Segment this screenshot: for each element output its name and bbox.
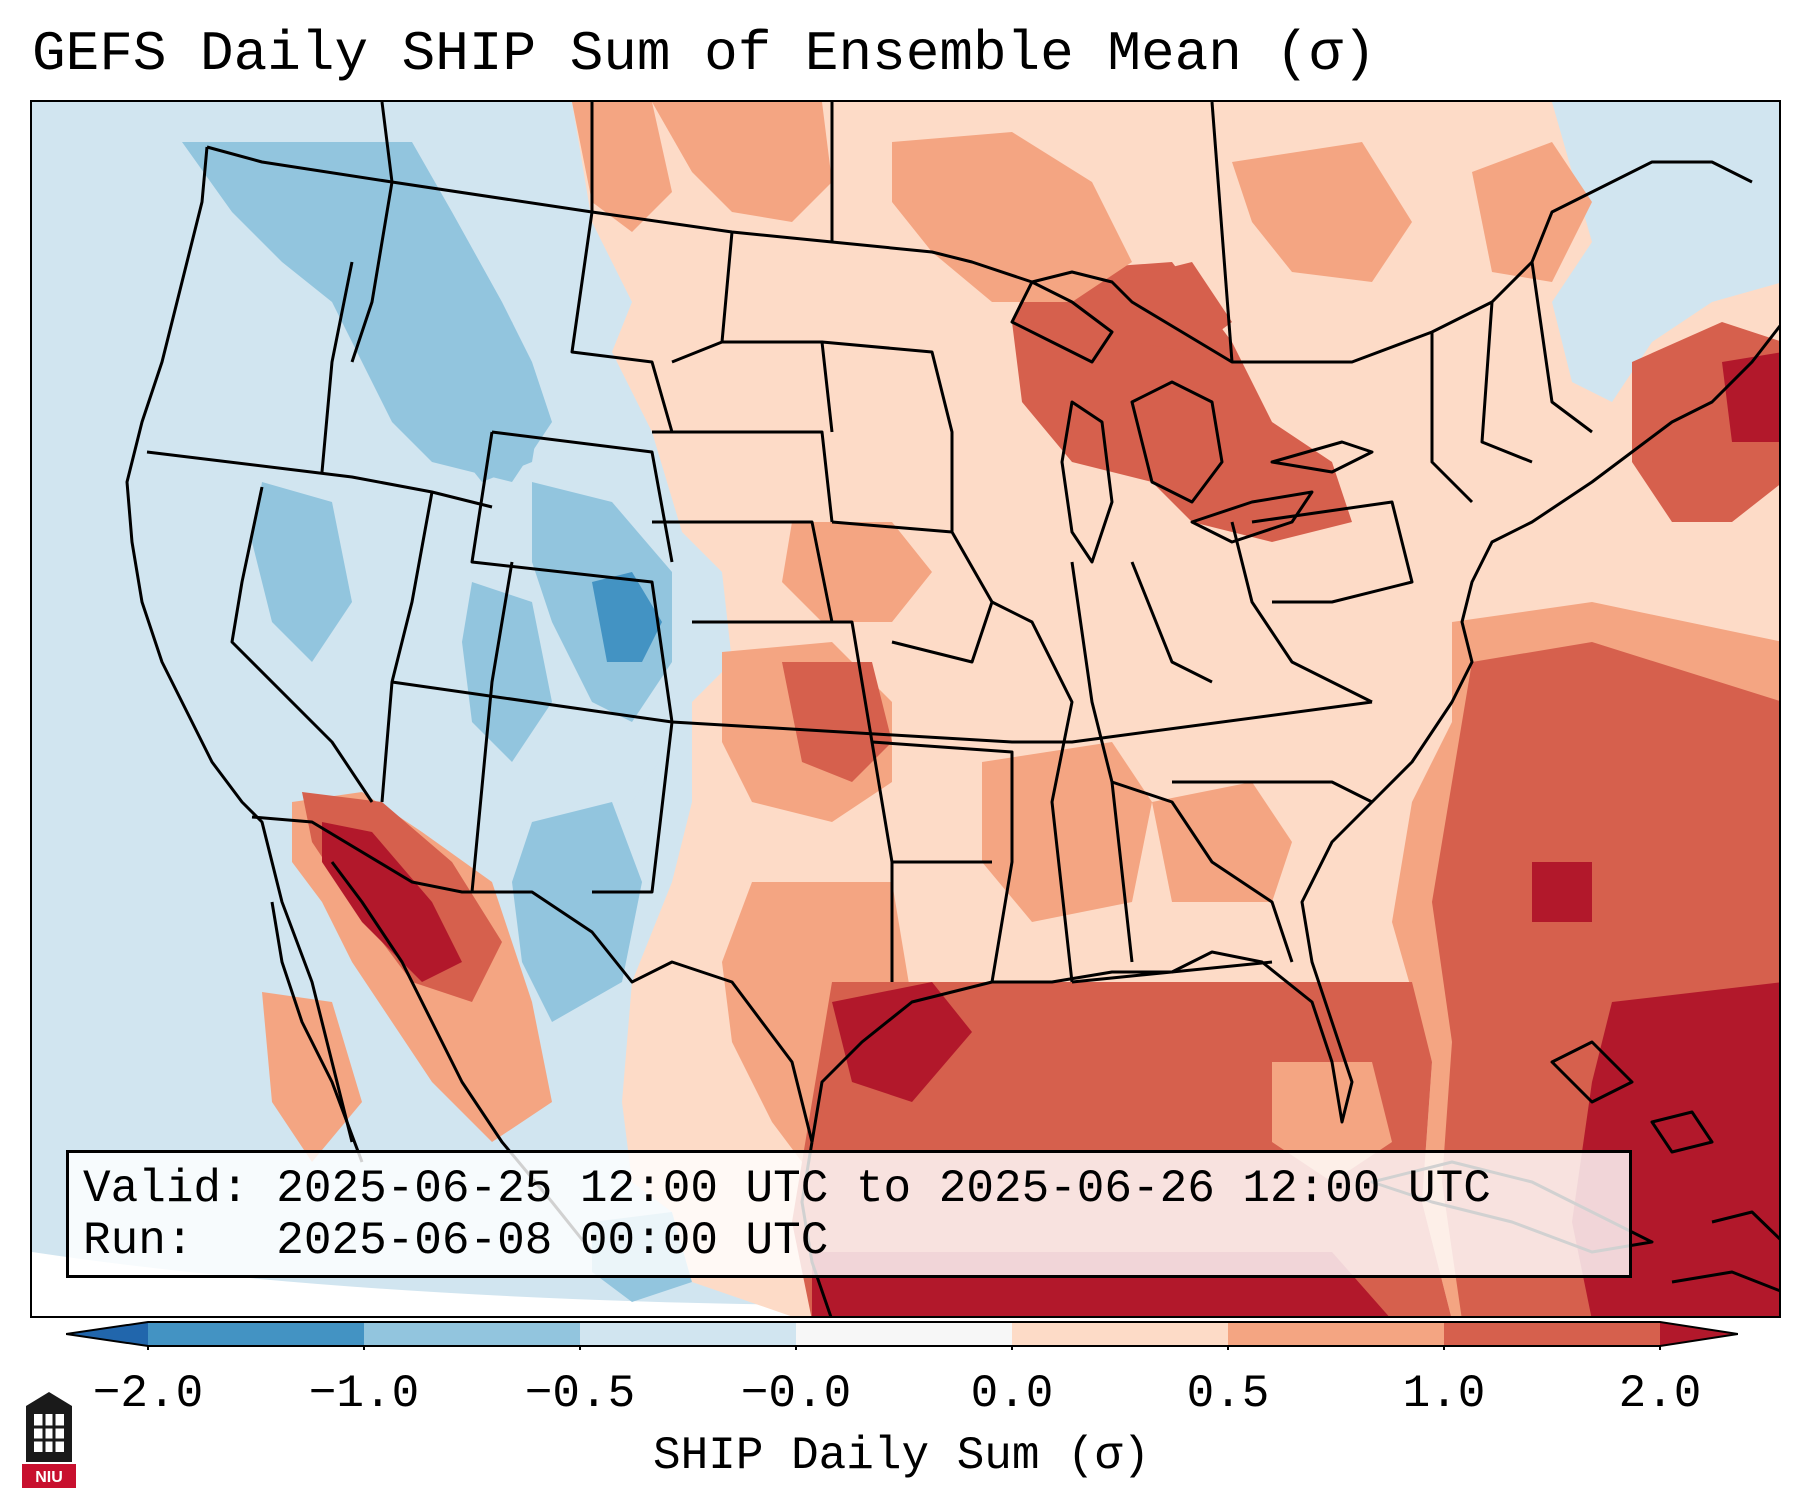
colorbar-segment	[580, 1322, 796, 1346]
run-time-row: Run: 2025-06-08 00:00 UTC	[83, 1215, 828, 1267]
colorbar-tick-label: 0.5	[1186, 1368, 1270, 1420]
colorbar-tick-label: −1.0	[308, 1368, 420, 1420]
state-line	[1071, 960, 1273, 984]
state-line	[380, 491, 434, 803]
map-panel	[30, 100, 1781, 1318]
state-line	[491, 430, 674, 563]
map-svg	[32, 102, 1779, 1316]
hispaniola-coast	[1711, 1210, 1779, 1241]
colorbar-segment	[1444, 1322, 1660, 1346]
boundaries	[125, 102, 1779, 1316]
valid-time-row: Valid: 2025-06-25 12:00 UTC to 2025-06-2…	[83, 1163, 1491, 1215]
colorbar-segment	[1228, 1322, 1444, 1346]
state-line	[821, 340, 954, 532]
colorbar-segment	[796, 1322, 1012, 1346]
state-line	[652, 520, 834, 623]
colorbar-segment	[1012, 1322, 1228, 1346]
valid-label: Valid:	[83, 1163, 249, 1215]
run-label: Run:	[83, 1215, 194, 1267]
state-line	[470, 561, 514, 893]
colorbar-label: SHIP Daily Sum (σ)	[653, 1430, 1150, 1482]
state-line	[470, 431, 674, 723]
colorbar-segment	[364, 1322, 580, 1346]
caribbean-coast	[1671, 1270, 1779, 1293]
us-canada-border	[206, 145, 1753, 364]
colorbar-over-triangle	[1660, 1322, 1738, 1346]
valid-text: 2025-06-25 12:00 UTC to 2025-06-26 12:00…	[276, 1163, 1491, 1215]
state-line	[652, 430, 834, 523]
state-line	[592, 721, 674, 894]
colorbar-tick-label: 1.0	[1402, 1368, 1486, 1420]
us-mexico-border	[251, 815, 814, 1143]
state-line	[991, 600, 1074, 983]
state-line	[1172, 780, 1373, 804]
state-line	[350, 181, 394, 363]
info-box: Valid: 2025-06-25 12:00 UTC to 2025-06-2…	[66, 1150, 1632, 1278]
state-line	[1251, 500, 1414, 604]
colorbar-segment	[148, 1322, 364, 1346]
state-line	[570, 211, 674, 433]
projection-edge	[32, 1252, 1779, 1316]
state-line	[1230, 521, 1373, 704]
lake-ontario	[1270, 440, 1374, 474]
state-line	[320, 261, 354, 473]
east-gulf-coastline	[810, 324, 1779, 1143]
state-line	[146, 450, 493, 509]
state-line	[1530, 261, 1593, 434]
state-line	[871, 740, 1014, 983]
colorbar-tick-label: 0.0	[970, 1368, 1054, 1420]
bahamas-island	[1550, 1040, 1634, 1104]
state-line	[1070, 561, 1134, 963]
lake-erie	[1190, 490, 1314, 544]
baja-coast	[270, 901, 364, 1163]
colorbar-tick-label: −0.0	[740, 1368, 852, 1420]
province-line	[380, 102, 394, 183]
bahamas-island	[1650, 1110, 1714, 1154]
state-line	[391, 680, 1373, 744]
lake-superior	[1010, 280, 1114, 364]
niu-logo: NIU	[22, 1392, 76, 1488]
colorbar-tick-label: −0.5	[524, 1368, 636, 1420]
state-line	[1430, 332, 1474, 504]
colorbar-under-triangle	[66, 1322, 148, 1346]
province-line	[1210, 102, 1234, 363]
lake-huron	[1130, 380, 1224, 504]
state-line	[230, 486, 374, 803]
west-coastline	[125, 146, 354, 1143]
colorbar-tick-label: −2.0	[92, 1368, 204, 1420]
run-text: 2025-06-08 00:00 UTC	[276, 1215, 829, 1267]
state-line	[1111, 780, 1294, 963]
state-line	[1130, 561, 1213, 684]
lake-michigan	[1060, 400, 1114, 564]
logo-text: NIU	[35, 1469, 63, 1486]
colorbar-tick-label: 2.0	[1618, 1368, 1702, 1420]
state-line	[1480, 301, 1533, 464]
colorbar	[66, 1321, 1738, 1350]
chart-title: GEFS Daily SHIP Sum of Ensemble Mean (σ)	[32, 22, 1377, 86]
